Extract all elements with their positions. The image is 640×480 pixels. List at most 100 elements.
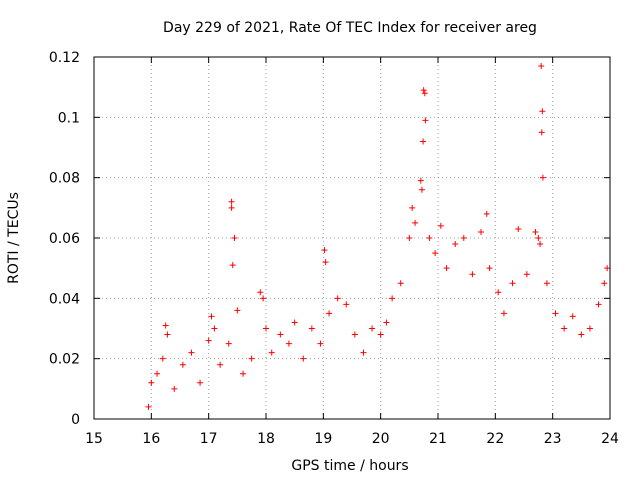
x-tick-label: 23 bbox=[544, 431, 562, 447]
data-point bbox=[308, 325, 315, 332]
data-point bbox=[543, 280, 550, 287]
data-point bbox=[369, 325, 376, 332]
y-axis-label: ROTI / TECUs bbox=[6, 192, 22, 284]
data-point bbox=[145, 403, 152, 410]
data-point bbox=[154, 370, 161, 377]
x-tick-label: 19 bbox=[314, 431, 332, 447]
data-point bbox=[535, 235, 542, 241]
data-point bbox=[326, 310, 333, 317]
x-tick-label: 20 bbox=[372, 431, 390, 447]
data-point bbox=[523, 271, 530, 278]
data-point bbox=[418, 186, 425, 193]
data-point bbox=[148, 379, 155, 386]
data-point bbox=[360, 349, 367, 356]
data-point bbox=[601, 280, 608, 287]
plot-frame bbox=[93, 56, 611, 420]
data-point bbox=[164, 331, 171, 338]
x-tick-label: 24 bbox=[601, 431, 619, 447]
data-point bbox=[208, 313, 215, 320]
data-point bbox=[228, 204, 235, 211]
data-point bbox=[317, 340, 324, 347]
data-point bbox=[322, 259, 329, 266]
data-point bbox=[432, 250, 439, 257]
data-point bbox=[586, 325, 593, 332]
data-point bbox=[420, 138, 427, 145]
data-point bbox=[188, 349, 195, 356]
data-point bbox=[537, 241, 544, 248]
data-point bbox=[257, 289, 264, 296]
y-tick-label: 0.04 bbox=[49, 291, 80, 307]
data-point bbox=[509, 280, 516, 287]
data-point bbox=[595, 301, 602, 308]
data-point bbox=[443, 265, 450, 272]
data-point bbox=[179, 361, 186, 368]
y-tick-label: 0 bbox=[71, 412, 80, 428]
data-point bbox=[486, 265, 493, 272]
y-tick-label: 0.06 bbox=[49, 231, 80, 247]
chart-title: Day 229 of 2021, Rate Of TEC Index for r… bbox=[163, 20, 537, 36]
axis-ticks bbox=[93, 56, 611, 420]
data-point bbox=[561, 325, 568, 332]
data-point bbox=[409, 204, 416, 211]
data-point bbox=[539, 108, 546, 115]
y-tick-label: 0.1 bbox=[58, 110, 80, 126]
x-tick-label: 17 bbox=[200, 431, 218, 447]
data-point bbox=[334, 295, 341, 302]
data-point bbox=[478, 228, 484, 235]
x-tick-label: 16 bbox=[142, 431, 160, 447]
data-point bbox=[469, 271, 476, 278]
x-tick-label: 15 bbox=[85, 431, 103, 447]
data-point bbox=[351, 331, 358, 338]
data-point bbox=[263, 325, 269, 332]
x-tick-label: 18 bbox=[257, 431, 275, 447]
data-point bbox=[538, 129, 545, 136]
data-point bbox=[452, 241, 459, 248]
data-point bbox=[578, 331, 585, 338]
data-point bbox=[383, 319, 390, 326]
data-point bbox=[231, 235, 238, 241]
data-point bbox=[234, 307, 241, 314]
data-point bbox=[420, 87, 427, 94]
data-point bbox=[495, 289, 502, 296]
data-point bbox=[248, 355, 255, 362]
data-point bbox=[211, 325, 218, 332]
x-tick-label: 22 bbox=[486, 431, 504, 447]
y-tick-label: 0.12 bbox=[49, 50, 80, 66]
data-point bbox=[389, 295, 396, 302]
data-point bbox=[171, 385, 178, 392]
data-point bbox=[397, 280, 404, 287]
data-point bbox=[229, 262, 236, 269]
data-point bbox=[604, 265, 611, 272]
data-point bbox=[291, 319, 298, 326]
data-point bbox=[228, 198, 235, 205]
data-point bbox=[285, 340, 292, 347]
data-point bbox=[268, 349, 275, 356]
data-points bbox=[145, 63, 611, 410]
data-point bbox=[343, 301, 350, 308]
y-tick-label: 0.02 bbox=[49, 352, 80, 368]
data-point bbox=[417, 177, 424, 184]
data-point bbox=[539, 174, 546, 181]
x-axis-label: GPS time / hours bbox=[291, 458, 408, 474]
data-point bbox=[162, 322, 169, 329]
data-point bbox=[205, 337, 212, 344]
data-point bbox=[159, 355, 166, 362]
data-point bbox=[197, 379, 204, 386]
data-point bbox=[300, 355, 307, 362]
x-tick-label: 21 bbox=[429, 431, 447, 447]
data-point bbox=[426, 235, 433, 241]
data-point bbox=[483, 210, 490, 217]
data-point bbox=[217, 361, 224, 368]
data-point bbox=[225, 340, 232, 347]
data-point bbox=[569, 313, 576, 320]
data-point bbox=[240, 370, 247, 377]
data-point bbox=[422, 117, 429, 124]
y-tick-label: 0.08 bbox=[49, 171, 80, 187]
data-point bbox=[538, 63, 545, 70]
data-point bbox=[532, 228, 539, 235]
x-tick-labels: 15 16 17 18 19 20 21 22 23 24 bbox=[85, 431, 619, 447]
y-tick-labels: 0 0.02 0.04 0.06 0.08 0.1 0.12 bbox=[49, 50, 80, 428]
data-point bbox=[500, 310, 507, 317]
data-point bbox=[406, 235, 413, 241]
